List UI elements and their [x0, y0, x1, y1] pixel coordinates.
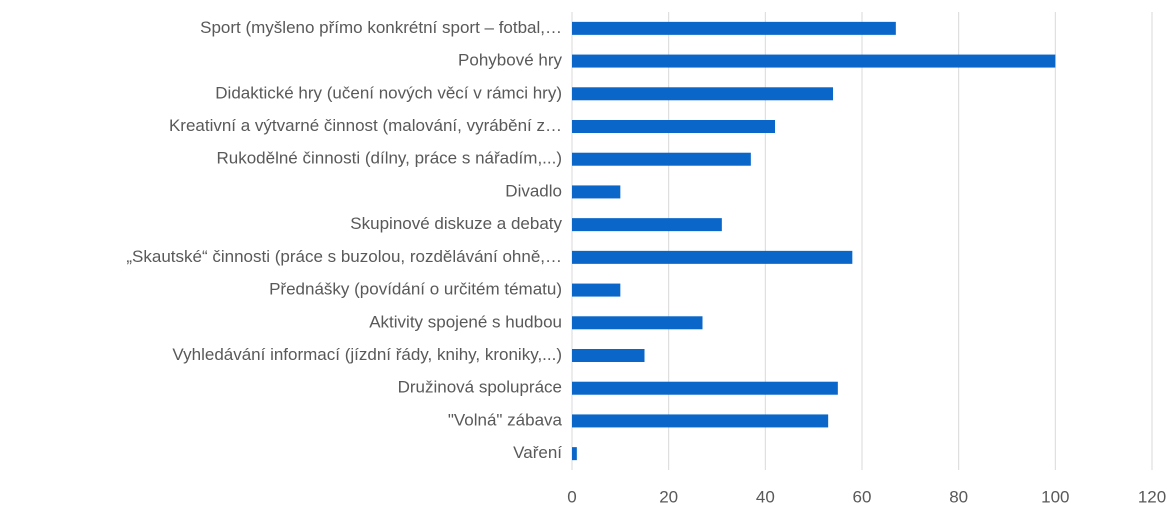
bar [572, 218, 722, 232]
y-tick-label: Didaktické hry (učení nových věcí v rámc… [215, 83, 562, 102]
y-tick-label: Vaření [513, 443, 562, 462]
x-tick-label: 40 [756, 487, 775, 506]
y-tick-label: Přednášky (povídání o určitém tématu) [269, 280, 562, 299]
y-tick-label: Skupinové diskuze a debaty [350, 214, 562, 233]
x-tick-label: 120 [1138, 487, 1166, 506]
bar [572, 54, 1056, 68]
bar [572, 185, 621, 199]
x-tick-label: 100 [1041, 487, 1069, 506]
bar [572, 120, 775, 133]
y-tick-label: Pohybové hry [458, 51, 562, 70]
x-tick-label: 20 [659, 487, 678, 506]
bar [572, 349, 645, 362]
y-tick-label: „Skautské“ činnosti (práce s buzolou, ro… [126, 247, 562, 266]
bar [572, 381, 838, 395]
bar [572, 87, 833, 101]
y-tick-label: Sport (myšleno přímo konkrétní sport – f… [200, 18, 562, 37]
x-tick-label: 80 [949, 487, 968, 506]
y-tick-label: "Volná" zábava [448, 410, 563, 429]
bar [572, 447, 577, 461]
bar [572, 316, 703, 330]
x-tick-label: 60 [853, 487, 872, 506]
y-tick-label: Rukodělné činnosti (dílny, práce s nářad… [216, 149, 562, 168]
bar [572, 21, 896, 35]
y-tick-label: Kreativní a výtvarné činnost (malování, … [169, 116, 562, 135]
y-tick-label: Vyhledávání informací (jízdní řády, knih… [172, 345, 562, 364]
x-tick-label: 0 [567, 487, 576, 506]
y-tick-label: Aktivity spojené s hudbou [369, 312, 562, 331]
y-tick-label: Divadlo [505, 181, 562, 200]
bar [572, 250, 853, 264]
bar [572, 152, 751, 166]
y-tick-label: Družinová spolupráce [398, 378, 562, 397]
bar [572, 414, 829, 428]
bar [572, 283, 621, 297]
